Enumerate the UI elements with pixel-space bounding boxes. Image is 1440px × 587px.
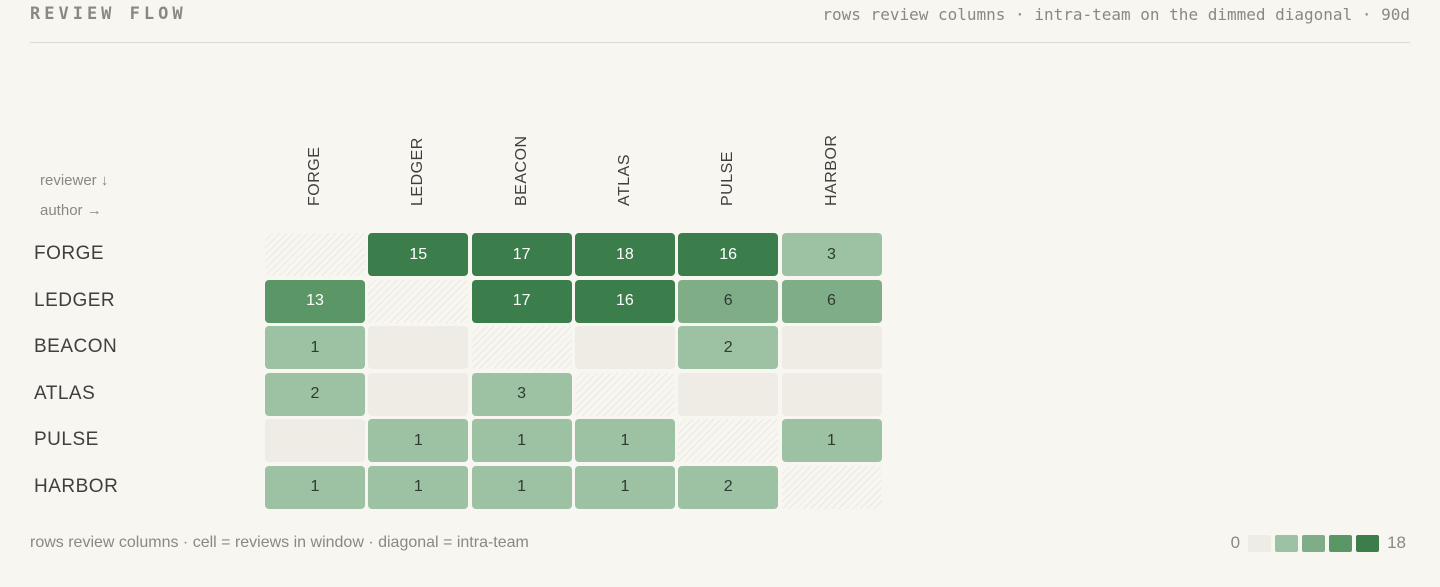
heatmap-cell: 17 [471, 233, 572, 276]
column-label-text: BEACON [512, 135, 530, 206]
column-label: BEACON [472, 135, 572, 230]
legend-swatch [1302, 534, 1326, 552]
heatmap-cell: 1 [781, 419, 882, 462]
row-label: LEDGER [34, 289, 116, 311]
heatmap-cell [574, 326, 675, 369]
heatmap-cell: 1 [368, 465, 469, 509]
legend-swatch [1329, 534, 1353, 552]
row-label: FORGE [34, 243, 105, 264]
column-label-text: HARBOR [822, 134, 840, 206]
heatmap-cell [781, 372, 882, 416]
chart-subtitle: rows review columns · intra-team on the … [822, 5, 1410, 24]
heatmap-cell: 17 [471, 279, 572, 323]
header: REVIEW FLOW rows review columns · intra-… [30, 0, 1410, 43]
heatmap-cell: 18 [574, 233, 675, 276]
heatmap-cell: 1 [265, 326, 365, 369]
heatmap-cell: 3 [471, 372, 572, 416]
chart-title: REVIEW FLOW [30, 4, 187, 24]
heatmap-cell: 6 [781, 279, 882, 323]
heatmap-cell [368, 326, 469, 369]
heatmap-cell: 2 [265, 372, 365, 416]
heatmap-cell: 1 [471, 465, 572, 509]
heatmap-cell: 6 [678, 279, 779, 323]
heatmap-cell: 16 [574, 279, 675, 323]
axis-key-cols: author → [40, 202, 102, 219]
heatmap-diagonal-cell [781, 465, 882, 509]
heatmap-diagonal-cell [368, 279, 469, 323]
column-label-text: ATLAS [615, 154, 633, 206]
column-label: LEDGER [368, 137, 468, 230]
column-label-text: LEDGER [409, 137, 427, 206]
heatmap-cell: 13 [265, 279, 365, 323]
legend-swatch [1275, 534, 1299, 552]
legend-swatch [1248, 534, 1272, 552]
heatmap-cell: 1 [368, 419, 469, 462]
row-label: BEACON [34, 336, 118, 357]
column-label: PULSE [678, 150, 778, 230]
heatmap-cell: 15 [368, 233, 469, 276]
column-label-text: PULSE [719, 151, 737, 206]
heatmap-cell [265, 419, 365, 462]
legend-max-label: 18 [1387, 533, 1406, 552]
heatmap-diagonal-cell [574, 372, 675, 416]
heatmap-cell: 3 [781, 233, 882, 276]
column-label: ATLAS [575, 150, 675, 230]
legend-min-label: 0 [1230, 533, 1241, 552]
heatmap-cell: 2 [678, 465, 779, 509]
row-label: ATLAS [34, 382, 96, 404]
heatmap-cell: 2 [678, 326, 779, 369]
legend-swatch [1356, 534, 1380, 552]
column-label: FORGE [265, 146, 365, 230]
heatmap-cell [368, 372, 469, 416]
heatmap-cell: 1 [265, 465, 365, 509]
row-label: HARBOR [34, 475, 119, 497]
heatmap-cell: 1 [574, 465, 675, 509]
heatmap-diagonal-cell [265, 233, 365, 276]
column-label: HARBOR [782, 135, 882, 230]
column-label-text: FORGE [306, 146, 323, 206]
axis-key-rows: reviewer ↓ [40, 172, 109, 189]
heatmap-cell [678, 372, 779, 416]
heatmap-diagonal-cell [471, 326, 572, 369]
row-label: PULSE [34, 429, 99, 450]
heatmap-cell: 16 [678, 233, 779, 276]
heatmap-cell: 1 [471, 419, 572, 462]
footer-note: rows review columns · cell = reviews in … [30, 534, 529, 551]
heatmap-diagonal-cell [678, 419, 779, 462]
color-legend: 0 18 [1227, 533, 1410, 553]
heatmap-cell: 1 [574, 419, 675, 462]
heatmap-cell [781, 326, 882, 369]
